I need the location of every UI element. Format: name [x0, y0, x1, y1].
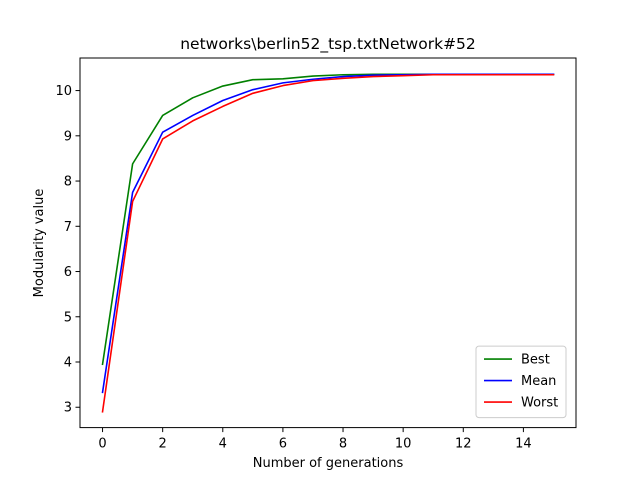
legend-label-best: Best: [521, 353, 550, 368]
x-tick-label: 4: [219, 437, 227, 452]
series-line-worst: [101, 73, 555, 413]
x-axis-ticks: 0 2 4 6 8 10 12 14: [98, 427, 532, 452]
y-tick-label: 4: [64, 356, 72, 371]
y-axis-label: Modularity value: [32, 189, 47, 298]
x-tick-label: 8: [339, 437, 347, 452]
y-tick-label: 7: [64, 220, 72, 235]
y-axis-ticks: 3 4 5 6 7 8 9 10: [55, 84, 80, 416]
y-tick-label: 6: [64, 265, 72, 280]
y-tick-label: 3: [64, 401, 72, 416]
x-tick-label: 6: [279, 437, 287, 452]
x-tick-label: 12: [455, 437, 472, 452]
x-axis-label: Number of generations: [253, 456, 404, 471]
y-tick-label: 10: [55, 84, 72, 99]
x-tick-label: 14: [515, 437, 532, 452]
x-tick-label: 0: [98, 437, 106, 452]
legend-label-worst: Worst: [521, 396, 558, 411]
legend: Best Mean Worst: [475, 345, 567, 419]
series-lines: [101, 73, 555, 413]
legend-box: [475, 345, 567, 419]
legend-label-mean: Mean: [521, 374, 556, 389]
x-tick-label: 10: [395, 437, 412, 452]
y-tick-label: 5: [64, 310, 72, 325]
y-tick-label: 9: [64, 129, 72, 144]
chart-title: networks\berlin52_tsp.txtNetwork#52: [180, 35, 476, 54]
y-tick-label: 8: [64, 175, 72, 190]
axes-frame: [79, 57, 577, 429]
x-tick-label: 2: [159, 437, 167, 452]
